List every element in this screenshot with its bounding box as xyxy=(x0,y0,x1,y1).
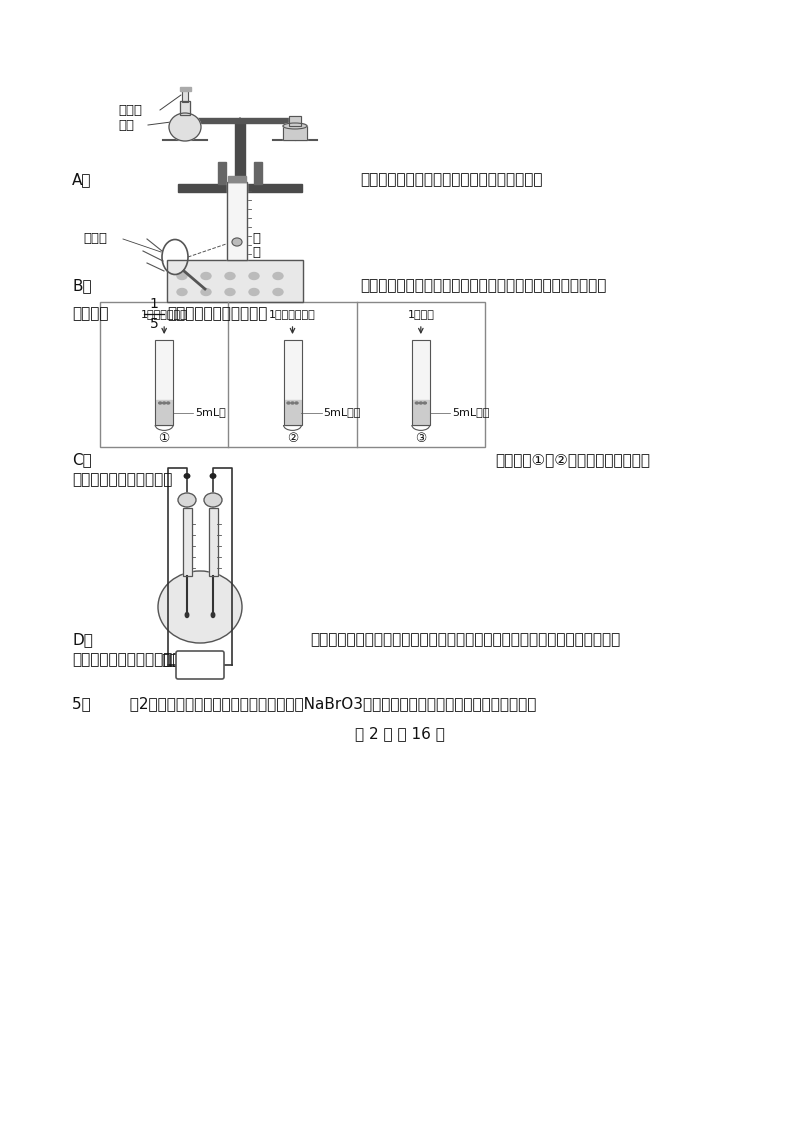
Ellipse shape xyxy=(291,402,294,404)
Text: 利用该装置测定空气中氧气的含量，若玻璃管内水面上升低于: 利用该装置测定空气中氧气的含量，若玻璃管内水面上升低于 xyxy=(360,278,606,293)
Text: D．: D． xyxy=(72,633,93,648)
Bar xyxy=(180,118,300,123)
Ellipse shape xyxy=(201,273,211,280)
Bar xyxy=(180,101,190,115)
Bar xyxy=(182,508,191,576)
Bar xyxy=(178,185,302,192)
Ellipse shape xyxy=(232,238,242,246)
Text: 1小粒高锰酸钾: 1小粒高锰酸钾 xyxy=(141,309,187,319)
Text: ，可能是白磷不足引起的: ，可能是白磷不足引起的 xyxy=(167,307,267,321)
Text: 5mL水: 5mL水 xyxy=(195,408,226,418)
Text: 合成水都可以探究水的组成: 合成水都可以探究水的组成 xyxy=(72,652,182,668)
Ellipse shape xyxy=(283,123,307,129)
Ellipse shape xyxy=(249,273,259,280)
Bar xyxy=(413,400,429,424)
Ellipse shape xyxy=(273,273,283,280)
Text: B．: B． xyxy=(72,278,92,293)
Ellipse shape xyxy=(211,612,214,617)
Bar xyxy=(155,340,173,424)
Ellipse shape xyxy=(169,113,201,142)
Bar xyxy=(179,87,190,91)
Bar xyxy=(209,508,218,576)
Text: 玻璃管: 玻璃管 xyxy=(118,103,142,117)
Bar xyxy=(289,115,301,126)
Text: 1: 1 xyxy=(150,297,158,311)
Bar xyxy=(289,115,301,126)
Ellipse shape xyxy=(177,289,187,295)
Text: 5mL汽油: 5mL汽油 xyxy=(452,408,490,418)
Text: 5mL汽油: 5mL汽油 xyxy=(323,408,361,418)
Bar xyxy=(283,126,307,140)
Text: 白磷: 白磷 xyxy=(118,119,134,131)
Text: 一溶剂中溶解性不相同。: 一溶剂中溶解性不相同。 xyxy=(72,472,172,488)
Text: 电解水实验: 电解水实验 xyxy=(161,653,203,667)
Ellipse shape xyxy=(295,402,298,404)
Text: 对比实验①、②可得出不同溶质在同: 对比实验①、②可得出不同溶质在同 xyxy=(495,453,650,468)
Ellipse shape xyxy=(158,402,162,404)
Text: +: + xyxy=(209,659,219,671)
Bar xyxy=(209,508,218,576)
Ellipse shape xyxy=(158,571,242,643)
Text: 电源: 电源 xyxy=(192,658,208,672)
Ellipse shape xyxy=(415,402,418,404)
Bar xyxy=(182,508,191,576)
Bar xyxy=(167,260,303,302)
Bar xyxy=(227,182,247,260)
Bar xyxy=(283,126,307,140)
Ellipse shape xyxy=(201,289,211,295)
Ellipse shape xyxy=(419,402,422,404)
Bar xyxy=(228,175,246,182)
Text: 点燃负极的气体，发出淡蓝色火焰，烧杯壁有水珠出现，可见，通过分解水和: 点燃负极的气体，发出淡蓝色火焰，烧杯壁有水珠出现，可见，通过分解水和 xyxy=(310,633,620,648)
Bar xyxy=(218,162,226,185)
Text: 第 2 页 共 16 页: 第 2 页 共 16 页 xyxy=(355,727,445,741)
Text: 1小粒碘: 1小粒碘 xyxy=(407,309,434,319)
Bar xyxy=(283,340,302,424)
Ellipse shape xyxy=(225,273,235,280)
Ellipse shape xyxy=(210,474,216,478)
Text: -: - xyxy=(184,659,188,671)
Ellipse shape xyxy=(162,402,166,404)
Text: 5: 5 xyxy=(150,317,158,331)
Bar xyxy=(227,182,247,260)
Bar xyxy=(180,101,190,115)
Bar xyxy=(412,340,430,424)
FancyBboxPatch shape xyxy=(176,651,224,679)
Ellipse shape xyxy=(204,494,222,507)
Text: 1小粒高锰酸钾: 1小粒高锰酸钾 xyxy=(269,309,316,319)
Text: 该实验中，白磷不足也不影响实验结果的测定: 该实验中，白磷不足也不影响实验结果的测定 xyxy=(360,172,542,188)
Bar xyxy=(412,340,430,424)
Text: ①: ① xyxy=(158,432,170,446)
Bar xyxy=(155,340,173,424)
Bar xyxy=(283,340,302,424)
Ellipse shape xyxy=(423,402,426,404)
Ellipse shape xyxy=(249,289,259,295)
Ellipse shape xyxy=(184,474,190,478)
Bar xyxy=(182,91,188,102)
Bar xyxy=(156,400,172,424)
Bar xyxy=(167,260,303,302)
Text: ③: ③ xyxy=(415,432,426,446)
Bar xyxy=(285,400,301,424)
Ellipse shape xyxy=(178,494,196,507)
Ellipse shape xyxy=(186,612,189,617)
Text: 5．        （2分）某种冷烫精的主要成分是溴酸钠（NaBrO3），对皮肤有刺激作用，使用不当会引起皮: 5． （2分）某种冷烫精的主要成分是溴酸钠（NaBrO3），对皮肤有刺激作用，使… xyxy=(72,696,536,712)
Text: 磷: 磷 xyxy=(252,246,260,258)
Bar xyxy=(182,91,188,102)
Ellipse shape xyxy=(177,273,187,280)
Text: 白: 白 xyxy=(252,232,260,245)
Bar xyxy=(254,162,262,185)
Bar xyxy=(100,302,485,447)
Polygon shape xyxy=(234,118,246,123)
Text: A．: A． xyxy=(72,172,91,188)
Text: 太阳光: 太阳光 xyxy=(83,232,107,246)
Text: C．: C． xyxy=(72,453,92,468)
Ellipse shape xyxy=(225,289,235,295)
Ellipse shape xyxy=(287,402,290,404)
Text: 管内体积: 管内体积 xyxy=(72,307,109,321)
Ellipse shape xyxy=(273,289,283,295)
Bar xyxy=(235,122,245,192)
Ellipse shape xyxy=(166,402,170,404)
Text: ②: ② xyxy=(287,432,298,446)
